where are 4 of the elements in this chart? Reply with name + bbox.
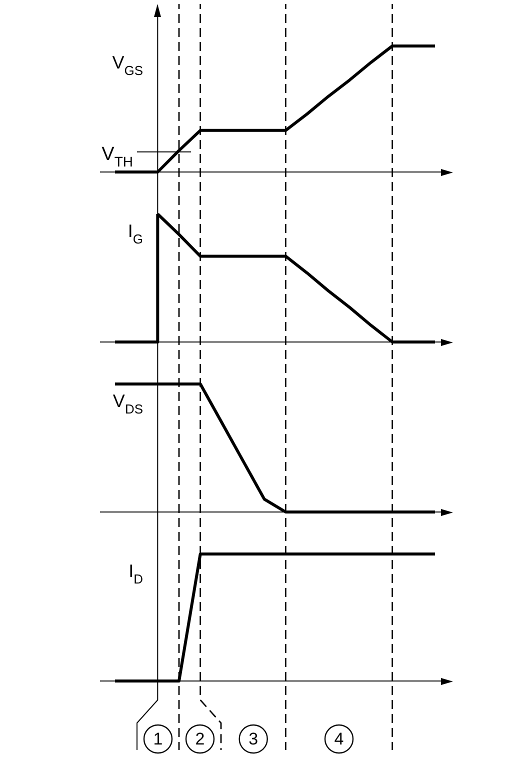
text: 3 [248,730,258,749]
text: 2 [195,730,205,749]
text: 1 [153,730,163,749]
text: 4 [334,730,344,749]
